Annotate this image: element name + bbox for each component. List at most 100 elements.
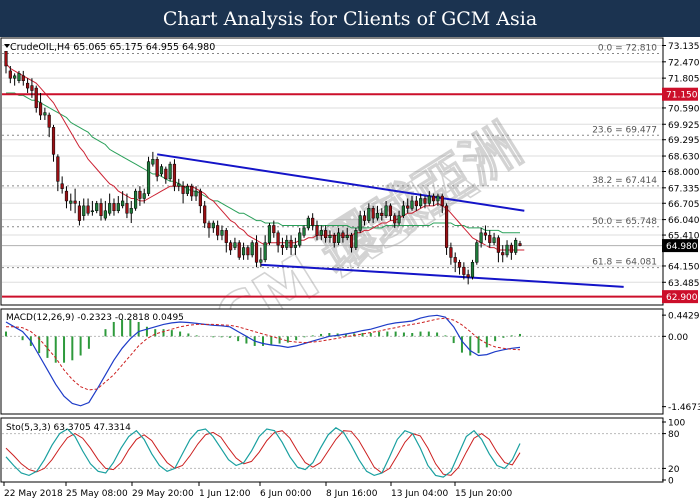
channel-upper-line xyxy=(157,153,525,212)
main-grid xyxy=(2,45,662,283)
candle-body xyxy=(449,247,453,258)
macd-tick-label: -1.4673 xyxy=(668,403,700,413)
candle-body xyxy=(82,205,86,216)
candle-body xyxy=(315,225,319,236)
sto-tick-label: 80 xyxy=(668,430,680,440)
header-title: Chart Analysis for Clients of GCM Asia xyxy=(162,7,538,30)
candle-body xyxy=(203,205,207,224)
candle-body xyxy=(479,232,483,243)
price-tick-label: 69.925 xyxy=(668,121,700,131)
macd-panel-title: MACD(12,26,9) -0.2323 -0.2818 0.0495 xyxy=(6,313,184,323)
candle-body xyxy=(328,235,332,238)
candle-body xyxy=(246,247,250,256)
candle-body xyxy=(393,215,397,224)
price-tick-label: 72.470 xyxy=(668,58,700,68)
time-tick-label: 25 May 08:00 xyxy=(66,489,128,499)
candle-body xyxy=(319,230,323,236)
candle-body xyxy=(181,185,185,194)
candle-body xyxy=(341,232,345,238)
candle-body xyxy=(129,208,133,214)
time-tick-label: 1 Jun 12:00 xyxy=(199,489,251,499)
fibonacci-levels: 0.0 = 72.810 23.6 = 69.477 38.2 = 67.414 50… xyxy=(2,43,662,269)
candle-body xyxy=(336,232,341,243)
candle-body xyxy=(349,235,354,248)
candle-body xyxy=(34,87,38,108)
candle-body xyxy=(423,198,427,204)
candle-body xyxy=(172,163,177,187)
price-axis: 73.135 72.470 71.805 70.590 69.925 69.295 68.6… xyxy=(662,42,700,289)
fib-label: 61.8 = 64.081 xyxy=(592,258,657,268)
candle-body xyxy=(345,235,349,238)
candle-body xyxy=(397,215,401,224)
macd-tick-label: 0.00 xyxy=(668,333,688,343)
candle-body xyxy=(90,210,94,213)
sto-k-line xyxy=(5,427,521,478)
candle-body xyxy=(298,232,302,246)
candle-body xyxy=(496,237,500,253)
sto-tick-label: 0 xyxy=(668,477,674,487)
candle-body xyxy=(103,210,107,219)
candle-body xyxy=(488,235,492,243)
candle-body xyxy=(142,193,146,199)
chart-canvas: 0.0 = 72.810 23.6 = 69.477 38.2 = 67.414 50… xyxy=(0,37,700,499)
stochastic-panel-title: Sto(5,3,3) 63.3705 47.3314 xyxy=(6,423,131,433)
candle-body xyxy=(332,235,336,243)
candle-body xyxy=(267,225,272,243)
candle-body xyxy=(276,232,280,246)
channel-lower-line xyxy=(260,263,624,288)
candle-body xyxy=(151,158,155,165)
resistance-price-badge xyxy=(662,87,698,101)
candle-body xyxy=(514,239,518,253)
fib-label: 0.0 = 72.810 xyxy=(598,43,657,53)
sto-tick-label: 100 xyxy=(668,419,685,429)
candle-body xyxy=(198,190,202,207)
time-tick-label: 6 Jun 00:00 xyxy=(260,489,312,499)
candle-body xyxy=(99,203,103,216)
candle-body xyxy=(367,208,371,221)
main-panel-title: CrudeOIL,H4 65.065 65.175 64.955 64.980 xyxy=(10,42,215,53)
macd-axis: 0.4429 0.00 -1.4673 xyxy=(662,312,700,413)
price-tick-label: 65.410 xyxy=(668,232,700,242)
candle-body xyxy=(306,217,310,229)
candle-body xyxy=(56,156,60,182)
candle-body xyxy=(155,158,159,177)
candle-body xyxy=(194,190,198,197)
macd-signal-line xyxy=(6,317,521,391)
ma-slow-line xyxy=(6,92,520,234)
candle-body xyxy=(21,75,25,81)
fib-label: 23.6 = 69.477 xyxy=(592,125,657,135)
candle-body xyxy=(436,195,440,202)
macd-plot xyxy=(2,314,662,407)
support-price-label: 62.900 xyxy=(666,293,698,303)
time-tick-label: 15 Jun 20:00 xyxy=(455,489,512,499)
macd-panel: 0.4429 0.00 -1.4673 MACD(12,26,9) -0.2323 … xyxy=(0,308,700,415)
candle-body xyxy=(138,190,142,199)
candle-body xyxy=(233,242,237,248)
candle-body xyxy=(302,227,306,236)
price-tick-label: 73.135 xyxy=(668,42,700,52)
candle-body xyxy=(505,244,509,256)
main-panel: 0.0 = 72.810 23.6 = 69.477 38.2 = 67.414 50… xyxy=(0,37,700,387)
candle-body xyxy=(432,195,436,202)
candle-body xyxy=(116,203,120,212)
price-tick-label: 69.295 xyxy=(668,136,700,146)
candle-body xyxy=(406,205,410,209)
candle-body xyxy=(47,114,51,128)
candle-body xyxy=(475,242,479,263)
candle-body xyxy=(440,195,444,207)
price-tick-label: 64.150 xyxy=(668,262,700,272)
candle-body xyxy=(26,82,30,89)
candle-body xyxy=(280,244,285,248)
current-price-badge xyxy=(662,239,698,253)
time-tick-label: 22 May 2018 xyxy=(4,489,63,499)
candle-body xyxy=(211,222,215,229)
price-channel xyxy=(157,153,624,288)
candle-body xyxy=(164,168,168,180)
candle-body xyxy=(518,243,522,246)
macd-line xyxy=(5,314,521,407)
candle-body xyxy=(13,75,17,79)
current-price-label: 64.980 xyxy=(666,242,698,252)
fib-label: 50.0 = 65.748 xyxy=(592,217,657,227)
candle-body xyxy=(207,222,211,229)
